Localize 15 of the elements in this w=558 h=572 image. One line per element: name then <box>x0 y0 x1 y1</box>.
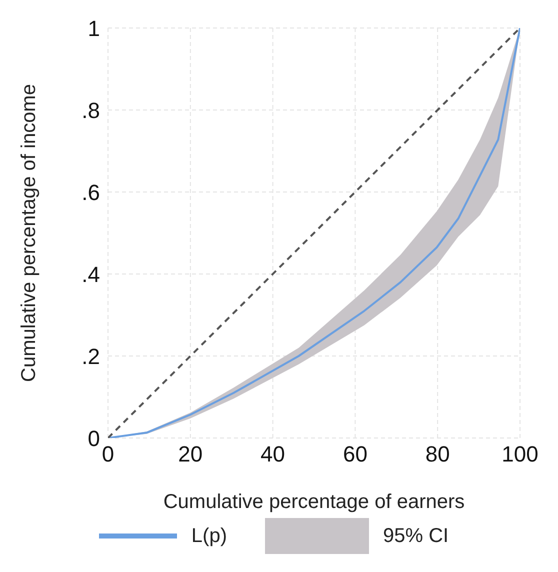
x-axis-title: Cumulative percentage of earners <box>163 491 465 513</box>
y-axis-title: Cumulative percentage of income <box>18 84 40 382</box>
y-tick-label: 0 <box>88 426 100 451</box>
y-tick-label: .4 <box>82 262 100 287</box>
legend-label: L(p) <box>191 524 227 548</box>
x-tick-label: 20 <box>178 442 203 467</box>
y-tick-label: .6 <box>82 180 100 205</box>
y-tick-label: 1 <box>88 16 100 41</box>
text: 95% CI <box>382 524 449 548</box>
x-tick-label: 100 <box>502 442 538 467</box>
x-tick-label: 80 <box>425 442 450 467</box>
x-tick-label: 60 <box>342 442 368 467</box>
y-tick-label: .2 <box>82 344 100 369</box>
y-tick-label: .8 <box>82 98 100 123</box>
x-tick-label: 40 <box>260 442 286 467</box>
